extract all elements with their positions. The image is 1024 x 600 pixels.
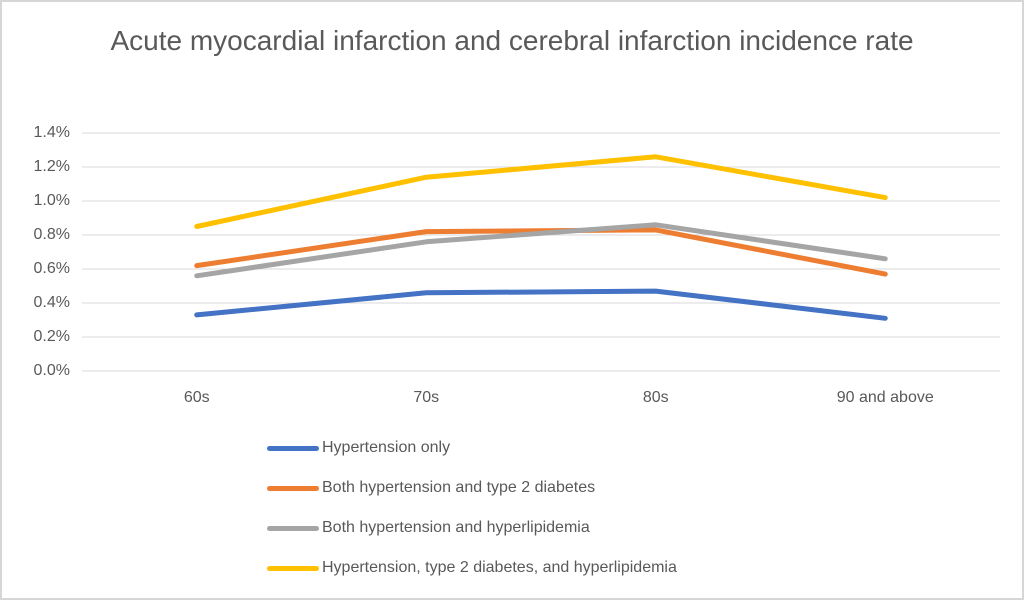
legend-item-label: Both hypertension and type 2 diabetes — [322, 479, 596, 496]
y-axis-tick-label: 0.8% — [33, 226, 70, 243]
x-axis-tick-label: 80s — [642, 389, 669, 406]
legend-item-hypertension-diabetes-hyperlipidemia: Hypertension, type 2 diabetes, and hyper… — [267, 548, 677, 588]
legend-item-label: Hypertension only — [322, 439, 451, 456]
y-axis-tick-label: 0.6% — [33, 260, 70, 277]
series-line-both-hypertension-and-type-2-diabetes — [194, 227, 888, 277]
y-axis-tick-label: 1.4% — [33, 124, 70, 141]
y-axis-tick-label: 1.2% — [33, 158, 70, 175]
y-axis-tick-label: 0.0% — [33, 362, 70, 379]
legend-line-marker — [267, 565, 319, 571]
y-axis-tick-label: 0.4% — [33, 294, 70, 311]
x-axis-tick-label: 60s — [183, 389, 210, 406]
legend-line-marker — [267, 485, 319, 491]
legend-line-marker — [267, 445, 319, 451]
legend-line-marker — [267, 525, 319, 531]
legend-item-label: Hypertension, type 2 diabetes, and hyper… — [322, 559, 677, 576]
x-axis-tick-label: 90 and above — [836, 389, 934, 406]
series-line-hypertension-only — [194, 288, 888, 321]
series-line-both-hypertension-and-hyperlipidemia — [194, 222, 888, 279]
y-axis-tick-label: 1.0% — [33, 192, 70, 209]
legend: Hypertension only Both hypertension and … — [267, 428, 677, 588]
legend-item-hypertension-type2-diabetes: Both hypertension and type 2 diabetes — [267, 468, 677, 508]
x-axis-tick-label: 70s — [413, 389, 440, 406]
series-line-hypertension-type-2-diabetes-and-hyperlipidemia — [194, 154, 888, 229]
legend-item-hypertension-only: Hypertension only — [267, 428, 677, 468]
legend-item-label: Both hypertension and hyperlipidemia — [322, 519, 590, 536]
legend-item-hypertension-hyperlipidemia: Both hypertension and hyperlipidemia — [267, 508, 677, 548]
chart-title: Acute myocardial infarction and cerebral… — [110, 25, 914, 56]
y-axis-tick-label: 0.2% — [33, 328, 70, 345]
